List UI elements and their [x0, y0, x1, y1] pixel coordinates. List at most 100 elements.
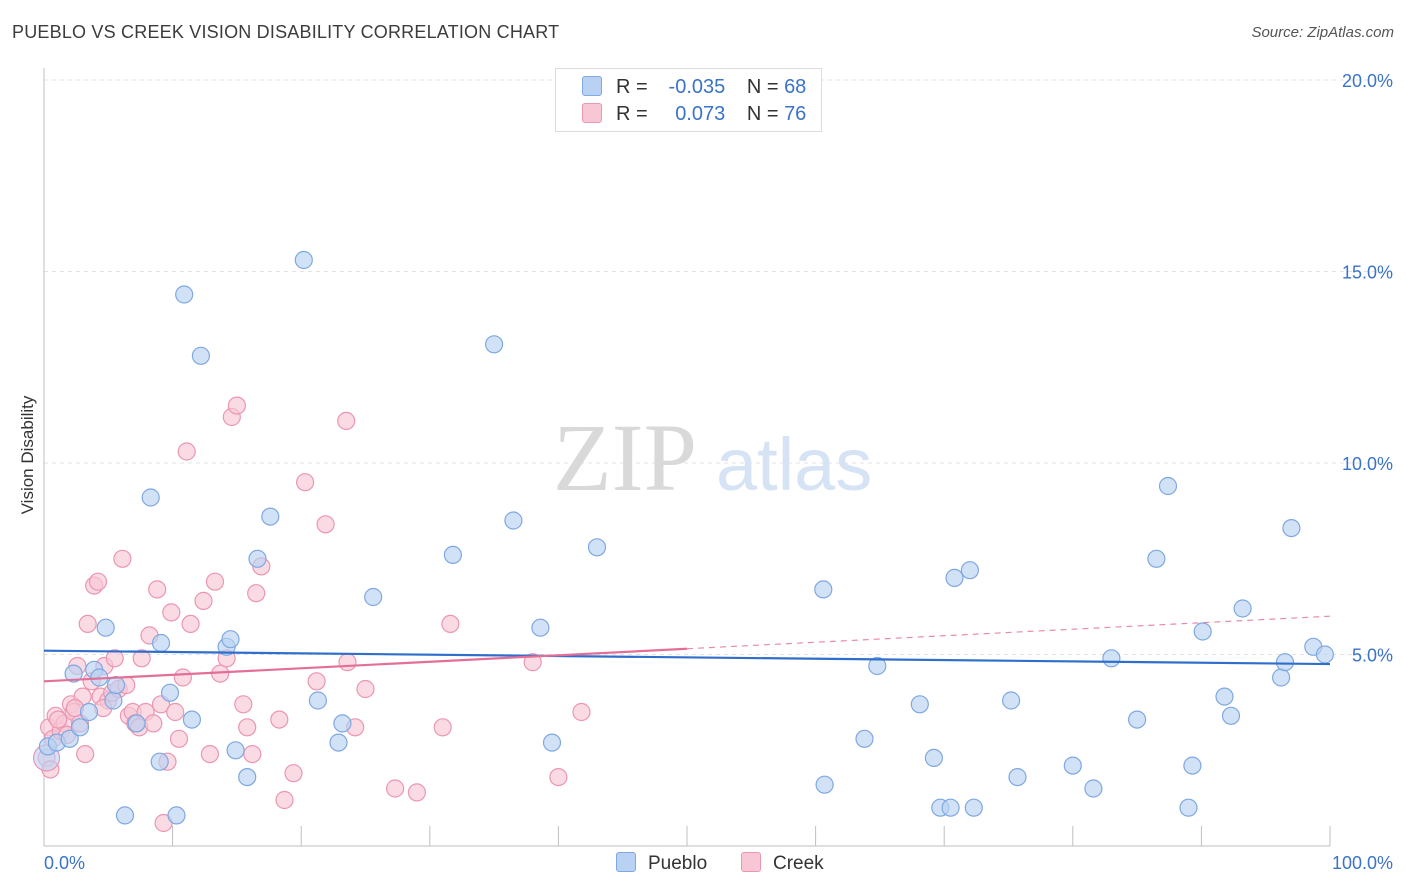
creek-point-62 [338, 653, 357, 672]
tick-labels: 5.0% 10.0% 15.0% 20.0% 0.0% 100.0% [44, 71, 1393, 873]
y-tick-label-10: 10.0% [1342, 454, 1393, 474]
creek-point-58 [296, 473, 315, 492]
pueblo-point-67 [1315, 645, 1335, 664]
source-label: Source: ZipAtlas.com [1251, 24, 1394, 41]
pueblo-point-40 [855, 729, 874, 748]
pueblo-point-16 [160, 683, 180, 702]
pueblo-trend-line [43, 649, 1331, 666]
creek-point-41 [177, 442, 196, 461]
creek-point-16 [88, 572, 108, 591]
creek-point-69 [523, 653, 542, 672]
chart-title: PUEBLO VS CREEK VISION DISABILITY CORREL… [12, 22, 560, 42]
pueblo-n-value: 68 [784, 76, 807, 98]
pueblo-point-38 [814, 580, 833, 599]
pueblo-point-29 [329, 733, 348, 752]
creek-point-53 [247, 584, 266, 603]
creek-trend-line [43, 647, 688, 683]
pueblo-point-46 [945, 568, 964, 588]
pueblo-point-5 [79, 702, 99, 722]
creek-point-43 [194, 591, 213, 611]
pueblo-point-63 [1271, 668, 1291, 687]
pueblo-point-9 [104, 691, 123, 710]
creek-point-59 [307, 672, 326, 691]
pueblo-point-10 [106, 675, 126, 695]
pueblo-swatch [582, 76, 602, 96]
watermark-zip: ZIP [553, 404, 697, 511]
pueblo-point-3 [64, 664, 83, 683]
creek-n-label: N = [746, 103, 779, 125]
pueblo-point-25 [248, 549, 267, 568]
pueblo-point-39 [815, 775, 834, 794]
pueblo-point-17 [167, 806, 186, 825]
pueblo-r-label: R = [616, 76, 648, 98]
bottom-pueblo-swatch [616, 852, 636, 872]
pueblo-point-33 [485, 335, 504, 354]
creek-point-21 [105, 649, 124, 668]
pueblo-n-label: N = [746, 76, 779, 98]
axes [43, 68, 1331, 847]
pueblo-r-value: -0.035 [668, 76, 726, 98]
bottom-pueblo-label: Pueblo [648, 853, 708, 874]
pueblo-point-65 [1282, 518, 1301, 538]
creek-r-value: 0.073 [675, 103, 726, 125]
creek-point-71 [572, 702, 591, 722]
pueblo-point-15 [151, 633, 171, 653]
creek-swatch [582, 103, 602, 123]
pueblo-point-56 [1158, 476, 1178, 496]
pueblo-point-18 [175, 285, 194, 304]
trend-lines [43, 615, 1331, 683]
creek-point-49 [227, 396, 246, 415]
pueblo-point-64 [1275, 653, 1295, 672]
pueblo-point-22 [221, 630, 240, 649]
pueblo-point-20 [191, 346, 210, 365]
pueblo-point-8 [96, 618, 115, 637]
creek-point-12 [76, 744, 95, 764]
x-tick-label-max: 100.0% [1332, 853, 1393, 873]
y-tick-label-5: 5.0% [1352, 646, 1393, 666]
pueblo-point-19 [182, 710, 201, 729]
creek-point-38 [166, 702, 185, 722]
creek-point-68 [441, 614, 460, 634]
pueblo-point-34 [504, 511, 523, 530]
creek-point-32 [144, 714, 163, 733]
pueblo-point-60 [1215, 687, 1234, 706]
pueblo-points [38, 250, 1335, 825]
watermark-atlas: atlas [716, 423, 872, 506]
creek-point-64 [356, 679, 375, 699]
creek-point-37 [162, 603, 181, 622]
correlation-legend: R = -0.035 N = 68 R = 0.073 N = 76 [555, 68, 822, 132]
bottom-creek-label: Creek [773, 853, 824, 874]
pueblo-point-49 [1001, 691, 1021, 710]
pueblo-point-41 [868, 656, 887, 676]
bottom-legend-pueblo: Pueblo [616, 852, 707, 875]
creek-point-55 [270, 710, 289, 729]
creek-point-42 [181, 614, 200, 634]
pueblo-point-55 [1147, 549, 1166, 568]
pueblo-point-61 [1221, 706, 1241, 725]
creek-point-33 [148, 580, 167, 599]
bottom-creek-swatch [741, 852, 761, 872]
creek-point-13 [78, 614, 97, 634]
creek-trend-dashed [686, 615, 1331, 650]
pueblo-point-54 [1127, 710, 1147, 729]
creek-point-66 [407, 783, 426, 802]
watermark: ZIP atlas [553, 404, 872, 511]
pueblo-point-43 [924, 748, 944, 768]
creek-point-61 [337, 411, 356, 430]
pueblo-point-36 [542, 733, 562, 752]
pueblo-point-37 [587, 538, 607, 557]
creek-point-50 [234, 695, 253, 714]
creek-point-23 [113, 549, 132, 568]
pueblo-point-14 [150, 752, 169, 771]
creek-point-65 [386, 779, 405, 798]
pueblo-point-28 [308, 691, 327, 710]
x-tick-label-min: 0.0% [44, 853, 85, 873]
pueblo-point-2 [60, 729, 79, 748]
creek-points [32, 396, 591, 833]
creek-point-56 [275, 790, 294, 810]
pueblo-point-51 [1063, 756, 1082, 775]
bottom-legend-creek: Creek [741, 852, 824, 875]
creek-point-67 [433, 718, 452, 737]
pueblo-point-52 [1084, 779, 1103, 798]
